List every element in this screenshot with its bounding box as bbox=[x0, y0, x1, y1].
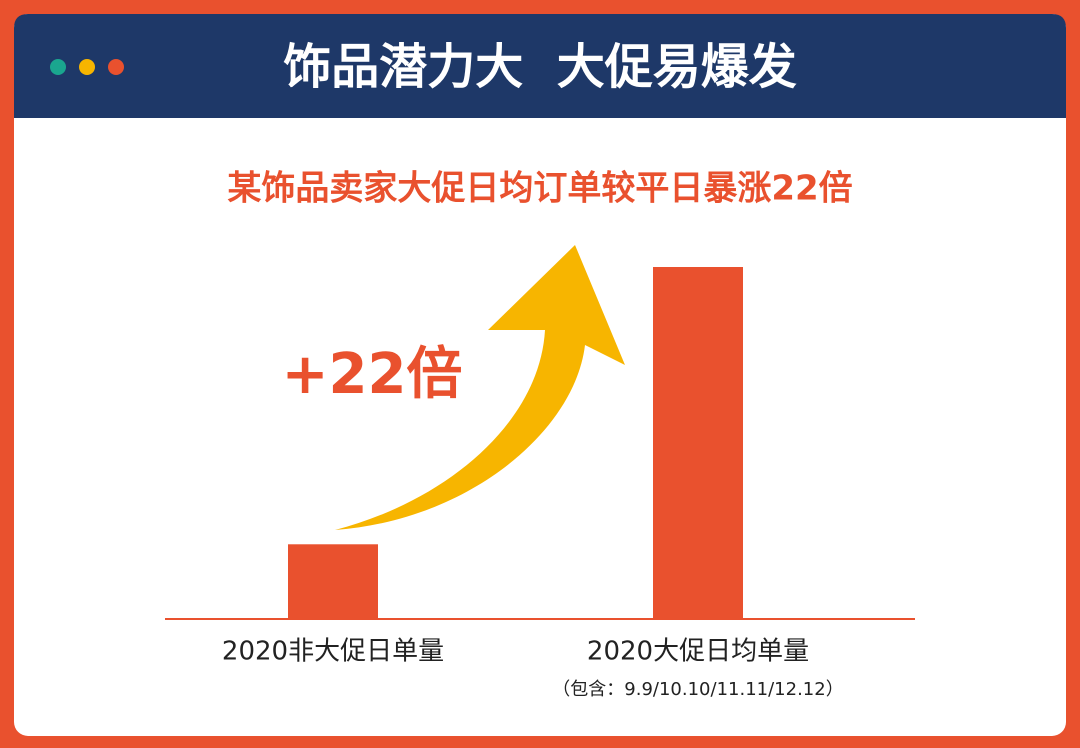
chart-subtitle: 某饰品卖家大促日均订单较平日暴涨22倍 bbox=[227, 169, 852, 209]
annotation: +22倍 bbox=[282, 342, 463, 407]
header-bar bbox=[14, 14, 1066, 118]
category-note: （包含：9.9/10.10/11.11/12.12） bbox=[552, 679, 843, 700]
window-dot bbox=[108, 59, 124, 75]
growth-arrow bbox=[335, 245, 625, 530]
x-tick-label: 2020非大促日单量 bbox=[222, 637, 444, 667]
window-dot bbox=[79, 59, 95, 75]
bar bbox=[653, 267, 743, 618]
chart-title: 饰品潜力大 大促易爆发 bbox=[283, 39, 796, 95]
x-tick-label: 2020大促日均单量 bbox=[587, 637, 809, 667]
window-dot bbox=[50, 59, 66, 75]
bar bbox=[288, 544, 378, 618]
